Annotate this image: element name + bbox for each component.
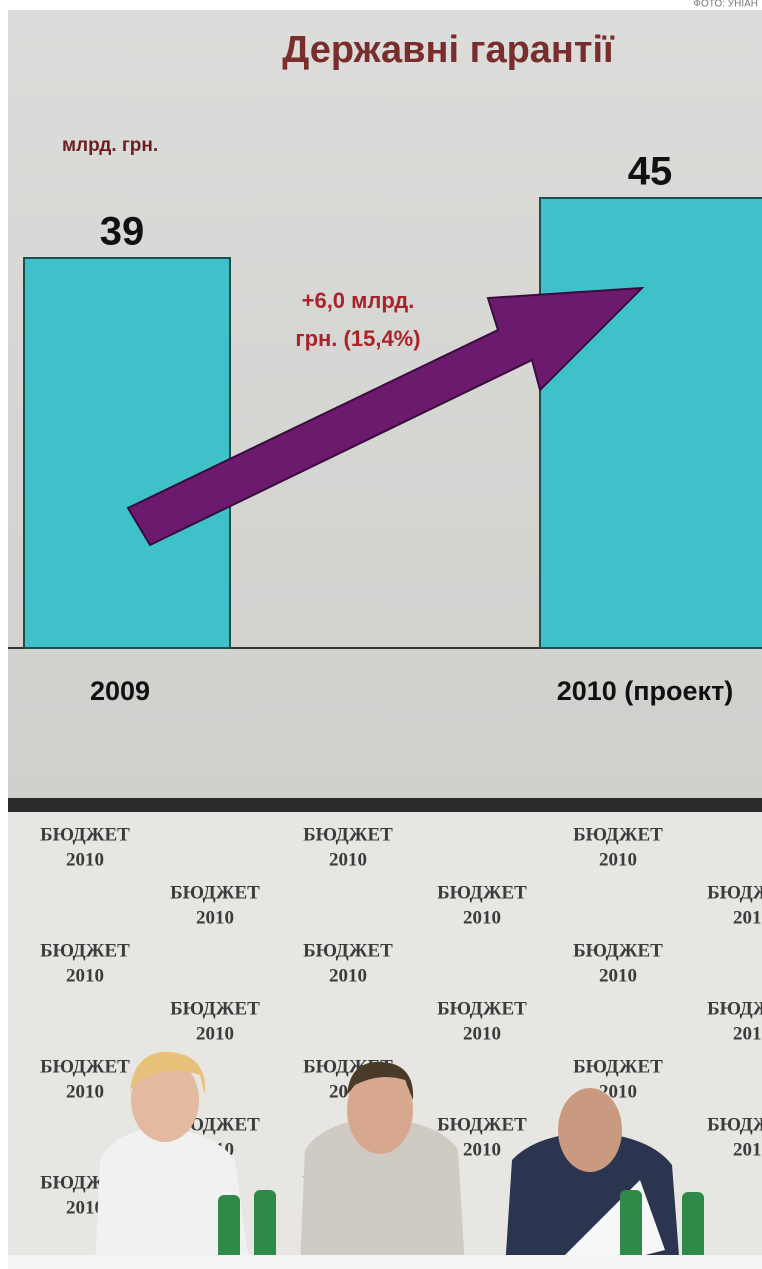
- backdrop-text: 2010: [733, 907, 762, 928]
- unit-label: млрд. грн.: [62, 135, 158, 156]
- backdrop-text: 2010: [599, 965, 637, 986]
- bottle: [682, 1192, 704, 1260]
- backdrop-text: БЮДЖЕТ: [573, 1056, 663, 1077]
- backdrop-text: 2010: [329, 965, 367, 986]
- chart-title: Державні гарантії: [282, 29, 615, 71]
- backdrop-text: БЮДЖЕТ: [170, 998, 260, 1019]
- value-label: 39: [100, 210, 145, 254]
- backdrop-text: БЮДЖЕТ: [40, 824, 130, 845]
- person-3-head: [558, 1088, 622, 1172]
- backdrop-text: 2010: [66, 1081, 104, 1102]
- backdrop-text: 2010: [463, 907, 501, 928]
- bar: [24, 258, 230, 648]
- bar: [540, 198, 762, 648]
- backdrop-text: 2010: [463, 1139, 501, 1160]
- backdrop-text: БЮДЖЕТ: [437, 1114, 527, 1135]
- value-label: 45: [628, 150, 673, 194]
- backdrop-text: 2010: [196, 1023, 234, 1044]
- screen-edge: [8, 798, 762, 812]
- backdrop-text: 2010: [196, 907, 234, 928]
- photo-credit: ФОТО: УНІАН: [693, 0, 758, 10]
- backdrop-text: 2010: [463, 1023, 501, 1044]
- bottle: [218, 1195, 240, 1260]
- annotation: +6,0 млрд.: [302, 288, 415, 313]
- backdrop-text: 2010: [599, 849, 637, 870]
- bottle: [254, 1190, 276, 1260]
- backdrop-text: 2010: [733, 1023, 762, 1044]
- backdrop-text: БЮДЖЕТ: [573, 824, 663, 845]
- backdrop-text: БЮДЖЕТ: [40, 1056, 130, 1077]
- backdrop-text: 2010: [329, 849, 367, 870]
- category-label: 2010 (проект): [557, 676, 734, 706]
- backdrop-text: БЮДЖЕТ: [707, 1114, 762, 1135]
- backdrop-text: 2010: [66, 849, 104, 870]
- backdrop-text: БЮДЖЕТ: [303, 940, 393, 961]
- table-edge: [8, 1255, 762, 1269]
- category-label: 2009: [90, 676, 150, 706]
- backdrop-text: 2010: [66, 965, 104, 986]
- backdrop-text: 2010: [733, 1139, 762, 1160]
- backdrop-text: БЮДЖЕТ: [437, 882, 527, 903]
- backdrop-text: БЮДЖЕТ: [573, 940, 663, 961]
- backdrop-text: БЮДЖЕТ: [707, 882, 762, 903]
- bottle: [620, 1190, 642, 1260]
- backdrop-text: БЮДЖЕТ: [303, 824, 393, 845]
- page: ФОТО: УНІАН Державні гарантії млрд. грн.…: [0, 0, 762, 1269]
- backdrop-text: БЮДЖЕТ: [707, 998, 762, 1019]
- backdrop-text: БЮДЖЕТ: [437, 998, 527, 1019]
- backdrop-text: БЮДЖЕТ: [40, 940, 130, 961]
- photo: ФОТО: УНІАН Державні гарантії млрд. грн.…: [0, 0, 762, 1269]
- backdrop-text: БЮДЖЕТ: [170, 882, 260, 903]
- annotation: грн. (15,4%): [295, 326, 420, 351]
